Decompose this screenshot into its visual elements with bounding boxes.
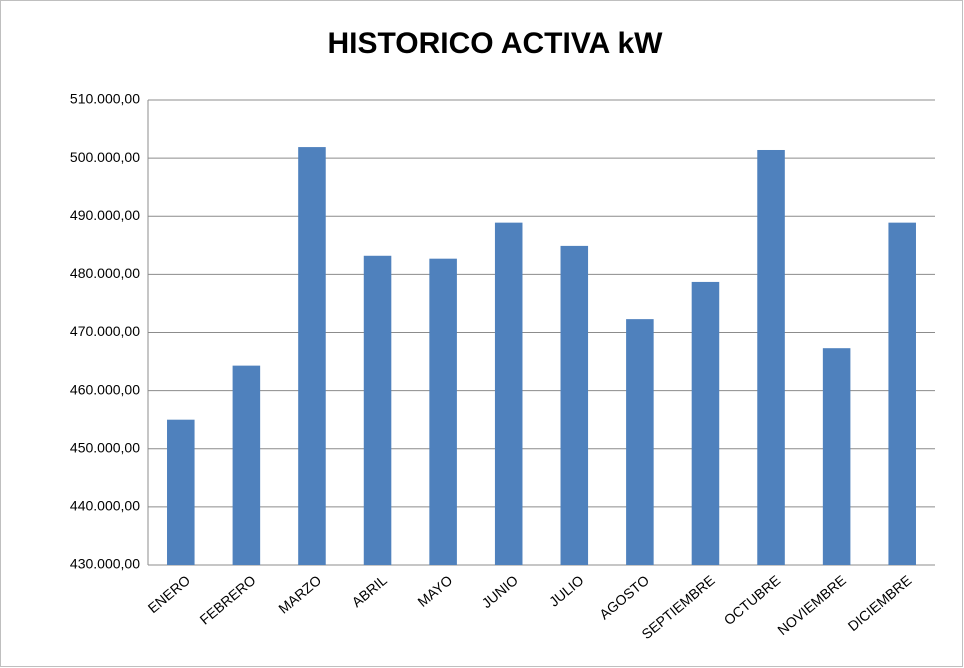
bar [232, 365, 261, 565]
bar [691, 281, 720, 565]
bar [429, 258, 457, 565]
y-tick-label: 480.000,00 [70, 265, 140, 281]
y-tick-label: 450.000,00 [70, 439, 140, 455]
bar [167, 419, 195, 565]
y-tick-label: 490.000,00 [70, 207, 140, 223]
bar [888, 222, 916, 566]
bar [822, 348, 851, 565]
bar [363, 255, 392, 565]
bar [757, 149, 785, 566]
y-tick-label: 460.000,00 [70, 381, 140, 397]
y-tick-label: 500.000,00 [70, 149, 140, 165]
chart-title: HISTORICO ACTIVA kW [327, 27, 663, 60]
y-tick-label: 440.000,00 [70, 498, 140, 514]
y-tick-label: 510.000,00 [70, 91, 140, 107]
y-tick-label: 430.000,00 [70, 556, 140, 572]
bar [626, 319, 654, 565]
bar [298, 147, 326, 566]
bar [494, 222, 523, 566]
y-tick-label: 470.000,00 [70, 323, 140, 339]
bar [560, 245, 589, 566]
